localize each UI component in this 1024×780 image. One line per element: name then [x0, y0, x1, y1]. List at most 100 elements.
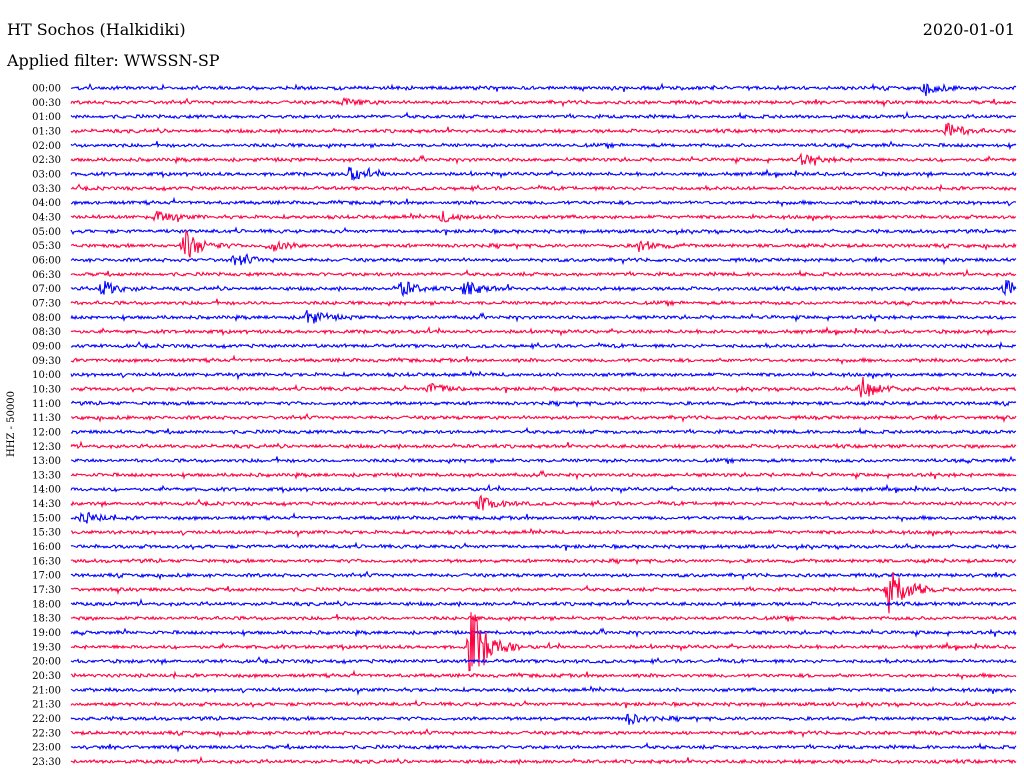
seismic-trace	[70, 612, 1017, 672]
seismic-trace	[70, 183, 1017, 193]
time-tick-label: 00:00	[32, 84, 61, 95]
seismic-trace	[70, 557, 1017, 566]
seismic-trace	[70, 377, 1017, 398]
trace-group	[70, 82, 1017, 766]
time-tick-label: 02:00	[32, 141, 61, 152]
seismic-trace	[70, 613, 1017, 622]
seismic-trace	[70, 226, 1017, 236]
seismic-trace	[70, 541, 1017, 551]
time-tick-label: 06:30	[32, 270, 61, 281]
seismic-trace	[70, 210, 1017, 223]
seismic-trace	[70, 494, 1017, 511]
time-tick-label: 11:30	[32, 413, 61, 424]
time-tick-label: 12:30	[32, 442, 61, 453]
time-tick-label: 21:00	[32, 685, 61, 696]
seismic-trace	[70, 669, 1017, 681]
seismic-trace	[70, 511, 1017, 524]
time-tick-label: 19:00	[32, 628, 61, 639]
time-tick-label: 06:00	[32, 255, 61, 266]
time-tick-label: 09:00	[32, 341, 61, 352]
time-tick-label: 13:00	[32, 456, 61, 467]
time-tick-label: 16:30	[32, 556, 61, 567]
time-tick-label: 20:30	[32, 671, 61, 682]
seismic-trace	[70, 122, 1017, 137]
time-tick-label: 14:00	[32, 485, 61, 496]
time-tick-label: 21:30	[32, 700, 61, 711]
seismic-trace	[70, 280, 1017, 298]
seismic-trace	[70, 755, 1017, 766]
seismic-trace	[70, 140, 1017, 151]
time-tick-label: 08:30	[32, 327, 61, 338]
seismic-trace	[70, 656, 1017, 666]
time-tick-label: 17:00	[32, 571, 61, 582]
seismic-trace	[70, 741, 1017, 753]
time-tick-label: 07:30	[32, 298, 61, 309]
time-tick-label: 04:30	[32, 212, 61, 223]
seismic-trace	[70, 354, 1016, 366]
seismic-trace	[70, 110, 1017, 121]
seismic-trace	[70, 483, 1017, 495]
seismic-trace	[70, 455, 1017, 465]
time-axis: 00:00 00:30 01:00 01:30 02:00 02:30 03:00 03:30…	[32, 84, 61, 769]
time-tick-label: 17:30	[32, 585, 61, 596]
seismic-trace	[70, 570, 1017, 581]
time-tick-label: 13:30	[32, 470, 61, 481]
time-tick-label: 23:00	[32, 743, 61, 754]
time-tick-label: 22:00	[32, 714, 61, 725]
time-tick-label: 09:30	[32, 356, 61, 367]
filter-label: Applied filter: WWSSN-SP	[7, 51, 220, 70]
time-tick-label: 03:00	[32, 169, 61, 180]
seismic-trace	[70, 597, 1017, 608]
seismic-trace	[70, 699, 1017, 709]
seismic-trace	[70, 82, 1017, 97]
seismic-trace	[71, 412, 1017, 424]
time-tick-label: 02:30	[32, 155, 61, 166]
station-title: HT Sochos (Halkidiki)	[7, 20, 186, 39]
time-tick-label: 07:00	[32, 284, 61, 295]
time-tick-label: 12:00	[32, 427, 61, 438]
time-tick-label: 18:00	[32, 599, 61, 610]
time-tick-label: 03:30	[32, 184, 61, 195]
seismic-trace	[70, 728, 1017, 739]
seismic-trace	[70, 268, 1017, 278]
seismic-trace	[70, 527, 1017, 539]
time-tick-label: 08:00	[32, 313, 61, 324]
time-tick-label: 10:00	[32, 370, 61, 381]
seismic-trace	[70, 627, 1017, 639]
time-tick-label: 04:00	[32, 198, 61, 209]
time-tick-label: 22:30	[32, 728, 61, 739]
time-tick-label: 15:00	[32, 513, 61, 524]
time-tick-label: 23:30	[32, 757, 61, 768]
seismic-trace	[70, 426, 1017, 435]
seismic-trace	[70, 229, 1017, 258]
time-tick-label: 11:00	[32, 399, 61, 410]
seismic-trace	[70, 298, 1017, 307]
time-tick-label: 14:30	[32, 499, 61, 510]
date-label: 2020-01-01	[922, 20, 1015, 39]
seismic-trace	[70, 571, 1017, 614]
time-tick-label: 05:00	[32, 227, 61, 238]
seismic-trace	[70, 309, 1017, 324]
time-tick-label: 15:30	[32, 528, 61, 539]
time-tick-label: 19:30	[32, 642, 61, 653]
time-tick-label: 01:30	[32, 126, 61, 137]
time-tick-label: 10:30	[32, 384, 61, 395]
time-tick-label: 05:30	[32, 241, 61, 252]
seismic-trace	[70, 152, 1017, 166]
seismic-trace	[70, 469, 1017, 481]
seismic-trace	[70, 340, 1017, 351]
time-tick-label: 01:00	[32, 112, 61, 123]
time-tick-label: 18:30	[32, 614, 61, 625]
y-axis-label: HHZ - 50000	[6, 391, 17, 457]
time-tick-label: 16:00	[32, 542, 61, 553]
time-tick-label: 20:00	[32, 657, 61, 668]
seismic-trace	[70, 96, 1017, 108]
seismic-trace	[70, 325, 1017, 337]
seismic-trace	[70, 370, 1017, 381]
seismic-trace	[70, 166, 1017, 182]
seismic-trace	[70, 685, 1017, 696]
seismic-trace	[70, 196, 1017, 208]
seismic-trace	[71, 399, 1017, 408]
seismic-trace	[70, 253, 1017, 266]
